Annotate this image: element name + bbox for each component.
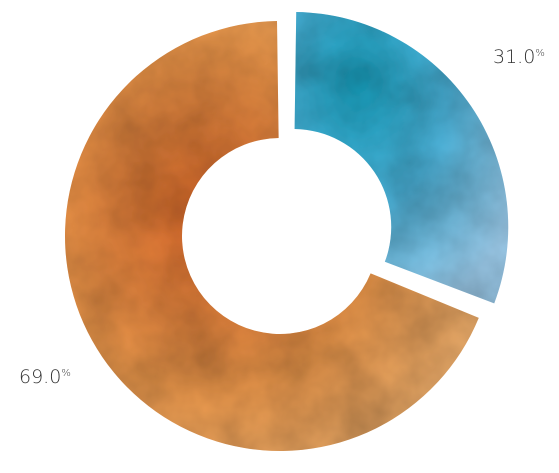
slice-value: 31.0 <box>493 46 535 68</box>
slice-unit: % <box>61 368 71 379</box>
slice-unit: % <box>535 48 545 59</box>
slice-orange <box>65 21 479 451</box>
slice-label-blue: 31.0% <box>493 46 545 68</box>
slice-label-orange: 69.0% <box>19 366 71 388</box>
labels-layer: 31.0%69.0% <box>19 46 545 388</box>
slices-layer <box>65 12 509 451</box>
slice-blue <box>294 12 509 304</box>
slice-value: 69.0 <box>19 366 61 388</box>
